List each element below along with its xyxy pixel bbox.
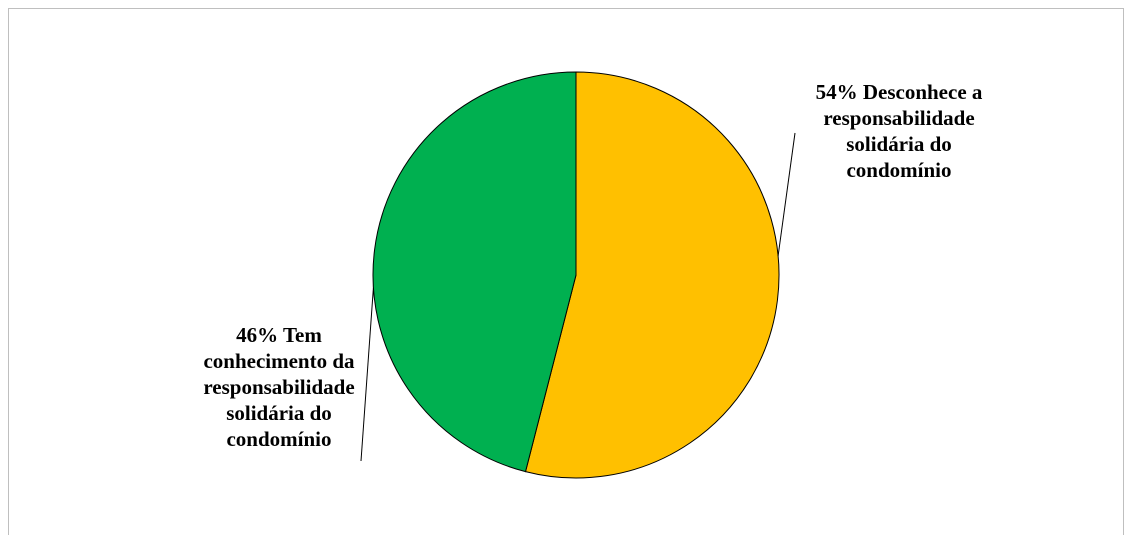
data-label-line: solidária do [846, 132, 952, 156]
data-label-line: 46% Tem [236, 323, 322, 347]
pie-slice-2 [372, 71, 577, 473]
data-label-1: 54% Desconhece a responsabilidade solidári… [816, 80, 983, 182]
data-label-line: 54% Desconhece a [816, 80, 983, 104]
pie-chart: 54% Desconhece a responsabilidade solidári… [203, 71, 983, 479]
chart-area: 54% Desconhece a responsabilidade solidári… [8, 8, 1124, 535]
data-label-line: condomínio [846, 158, 951, 182]
data-label-line: responsabilidade [823, 106, 974, 130]
leader-line-2 [360, 287, 374, 462]
pie-slices [372, 71, 780, 479]
data-label-line: condomínio [226, 427, 331, 451]
data-label-line: conhecimento da [203, 349, 355, 373]
data-labels: 54% Desconhece a responsabilidade solidári… [203, 80, 983, 451]
leader-lines [360, 132, 796, 462]
data-label-2: 46% Tem conhecimento da responsabilidade so… [203, 323, 355, 451]
leader-line-1 [777, 132, 796, 256]
pie-slice-1 [524, 71, 780, 479]
data-label-line: responsabilidade [203, 375, 354, 399]
data-label-line: solidária do [226, 401, 332, 425]
